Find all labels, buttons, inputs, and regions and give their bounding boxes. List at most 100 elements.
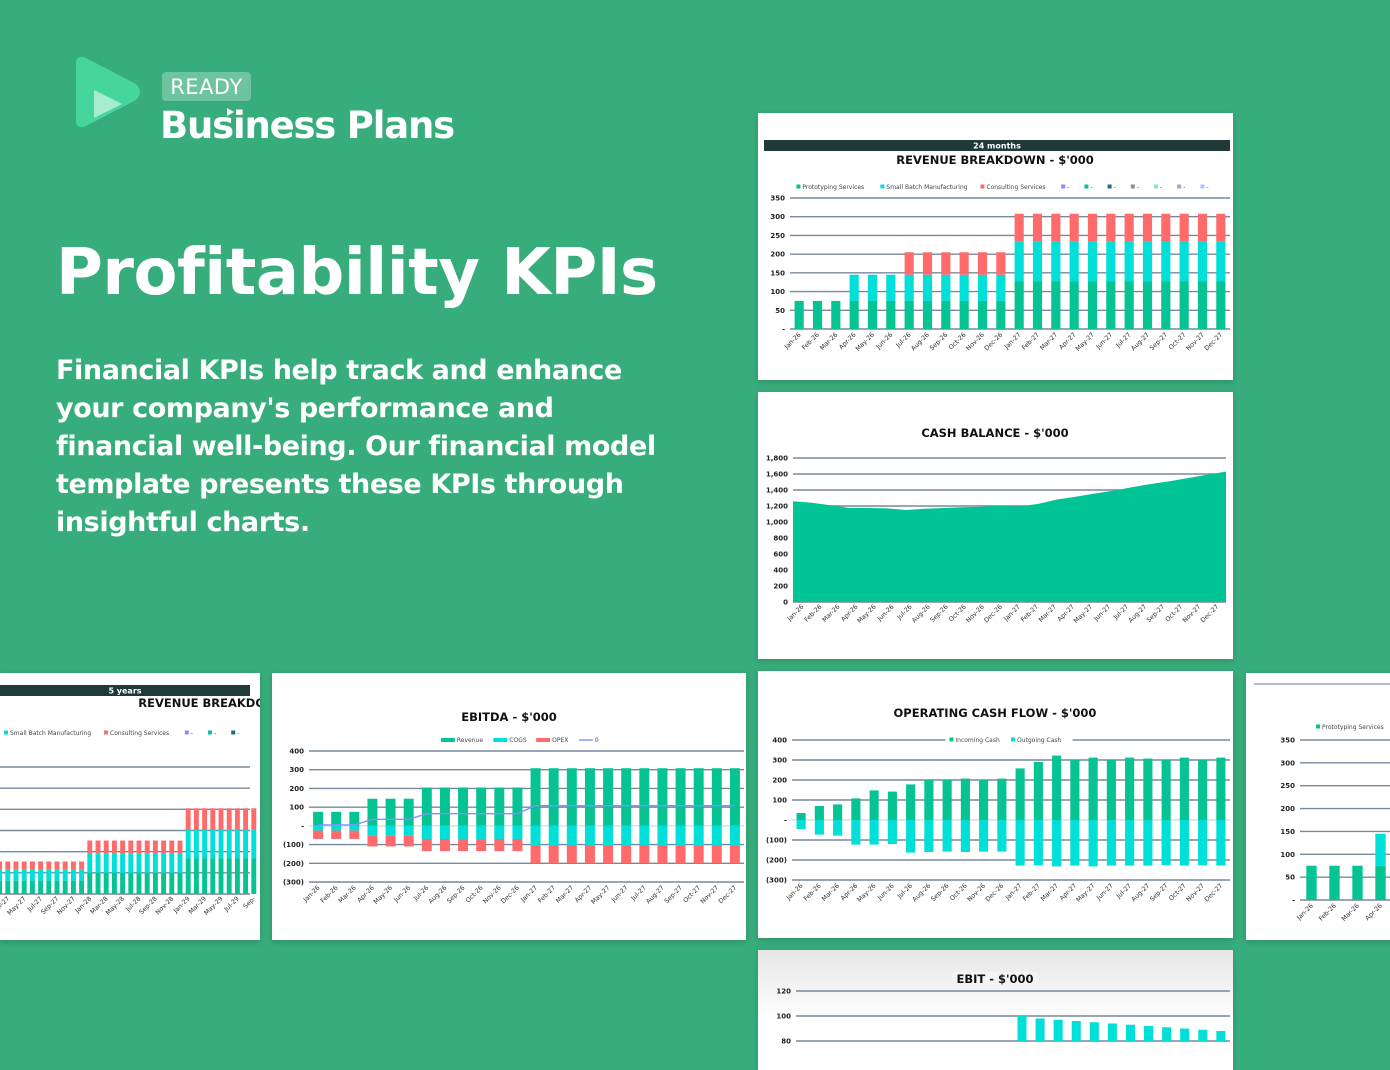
bar-incoming-cash xyxy=(1052,756,1061,820)
bar-small-batch-manufacturing xyxy=(1216,242,1225,281)
x-tick-label: Dec-26 xyxy=(500,884,521,905)
bar-opex xyxy=(494,839,504,851)
bar-consulting-services xyxy=(161,841,166,854)
brand-play-mark-icon xyxy=(227,108,234,116)
bar-opex xyxy=(367,835,377,846)
legend-label: - xyxy=(1137,184,1139,191)
bar-prototyping-services xyxy=(1352,866,1362,900)
bar-opex xyxy=(694,846,704,864)
bar-consulting-services xyxy=(1106,214,1115,242)
bar-small-batch-manufacturing xyxy=(194,830,199,859)
bar-opex xyxy=(639,846,649,864)
x-tick-label: May-27 xyxy=(590,884,611,905)
x-tick-label: Dec-27 xyxy=(1203,331,1224,352)
bar-consulting-services xyxy=(1070,214,1079,242)
bar-prototyping-services xyxy=(137,873,142,894)
y-tick-label: (300) xyxy=(283,879,304,887)
legend-label: Revenue xyxy=(457,737,483,744)
bar-consulting-services xyxy=(104,841,109,854)
bar-incoming-cash xyxy=(1216,758,1225,820)
bar-consulting-services xyxy=(169,841,174,854)
y-tick-label: 300 xyxy=(772,757,787,765)
x-tick-label: May-27 xyxy=(1075,331,1096,352)
x-tick-label: May-26 xyxy=(855,331,876,352)
bar-small-batch-manufacturing xyxy=(905,275,914,301)
bar-prototyping-services xyxy=(63,881,68,894)
bar-consulting-services xyxy=(96,841,101,854)
bar-prototyping-services xyxy=(186,859,191,894)
bar-revenue xyxy=(440,787,450,825)
bar-consulting-services xyxy=(1015,214,1024,242)
bar-prototyping-services xyxy=(161,873,166,894)
bar-prototyping-services xyxy=(1125,281,1134,329)
bar-prototyping-services xyxy=(219,859,224,894)
bar-incoming-cash xyxy=(797,813,806,820)
bar-opex xyxy=(712,846,722,864)
x-tick-label: Nov-27 xyxy=(1185,882,1206,903)
bar-prototyping-services xyxy=(202,859,207,894)
x-tick-label: Sep- xyxy=(242,895,257,910)
bar-prototyping-services xyxy=(923,301,932,329)
bar-prototyping-services xyxy=(1015,281,1024,329)
legend-label: - xyxy=(1160,184,1162,191)
brand-logo-icon xyxy=(72,52,144,132)
y-tick-label: - xyxy=(301,822,304,830)
bar-small-batch-manufacturing xyxy=(923,275,932,301)
x-tick-label: Dec-26 xyxy=(984,882,1005,903)
bar-series xyxy=(1126,1025,1135,1041)
bar-outgoing-cash xyxy=(833,820,842,836)
bar-outgoing-cash xyxy=(1034,820,1043,865)
bar-revenue xyxy=(730,768,740,826)
bar-incoming-cash xyxy=(815,806,824,820)
bar-consulting-services xyxy=(153,841,158,854)
y-tick-label: 350 xyxy=(1280,737,1295,745)
x-tick-label: Feb-26 xyxy=(319,884,339,904)
bar-small-batch-manufacturing xyxy=(145,854,150,873)
y-tick-label: 100 xyxy=(770,288,785,296)
bar-consulting-services xyxy=(1143,214,1152,242)
legend-label: Prototyping Services xyxy=(1322,724,1384,731)
bar-revenue xyxy=(549,768,559,826)
x-tick-label: Nov-26 xyxy=(966,882,987,903)
bar-outgoing-cash xyxy=(815,820,824,835)
bar-incoming-cash xyxy=(943,780,952,820)
bar-incoming-cash xyxy=(961,779,970,820)
x-tick-label: May-27 xyxy=(1073,603,1094,624)
x-tick-label: Dec-27 xyxy=(1203,882,1224,903)
bar-small-batch-manufacturing xyxy=(235,830,240,859)
bar-small-batch-manufacturing xyxy=(30,870,35,881)
bar-prototyping-services xyxy=(960,301,969,329)
legend-marker xyxy=(880,185,884,189)
bar-outgoing-cash xyxy=(906,820,915,853)
x-tick-label: Sep-26 xyxy=(930,882,951,903)
y-tick-label: 600 xyxy=(773,551,788,559)
x-tick-label: Feb-27 xyxy=(1022,882,1042,902)
bar-consulting-services xyxy=(55,862,60,870)
chart-title: EBITDA - $'000 xyxy=(461,710,557,724)
x-tick-label: Oct-27 xyxy=(682,884,702,904)
bar-incoming-cash xyxy=(924,780,933,820)
bar-consulting-services xyxy=(46,862,51,870)
bar-cogs xyxy=(404,826,414,835)
x-tick-label: Sep-26 xyxy=(929,603,950,624)
bar-small-batch-manufacturing xyxy=(169,854,174,873)
bar-prototyping-services xyxy=(1375,866,1385,900)
y-tick-label: 150 xyxy=(1280,828,1295,836)
bar-revenue xyxy=(422,787,432,825)
bar-outgoing-cash xyxy=(1089,820,1098,866)
bar-small-batch-manufacturing xyxy=(112,854,117,873)
y-tick-label: 1,800 xyxy=(766,455,788,463)
x-tick-label: Nov-26 xyxy=(965,603,986,624)
y-tick-label: 300 xyxy=(289,766,304,774)
bar-series xyxy=(1198,1030,1207,1041)
legend-label: OPEX xyxy=(552,737,568,744)
y-tick-label: 250 xyxy=(1280,782,1295,790)
bar-small-batch-manufacturing xyxy=(1161,242,1170,281)
x-tick-label: Oct-27 xyxy=(1168,331,1188,351)
bar-revenue xyxy=(512,787,522,825)
bar-small-batch-manufacturing xyxy=(1143,242,1152,281)
bar-opex xyxy=(386,835,396,846)
